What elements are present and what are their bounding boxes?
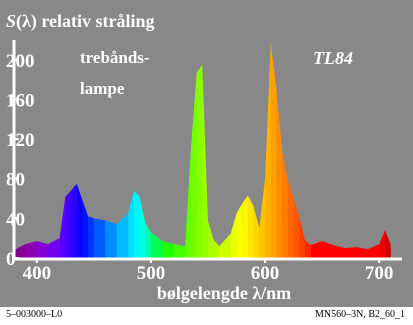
footer-code-right: MN560–3N, B2_60_1 [314, 309, 405, 320]
spectrum-band-segment [116, 213, 129, 258]
x-tick-label: 400 [23, 263, 52, 284]
spectrum-bands [14, 41, 391, 259]
y-tick-label: 80 [6, 170, 25, 191]
spectrum-band-segment [59, 196, 66, 258]
spectrum-band-segment [162, 241, 175, 258]
spectrum-band-segment [173, 244, 186, 258]
spectrum-band-segment [219, 233, 232, 258]
y-tick-label: 40 [6, 209, 25, 230]
spectrum-band-segment [133, 190, 140, 258]
spectrum-band-segment [282, 150, 289, 258]
spectrum-band-segment [213, 240, 220, 258]
spectrum-band-segment [88, 216, 95, 258]
spectrum-band-segment [14, 244, 26, 258]
spectrum-band-segment [36, 241, 49, 258]
spectrum-band-segment [333, 245, 346, 258]
y-tick-label: 120 [6, 130, 35, 151]
axes [12, 40, 402, 263]
spectrum-band-segment [384, 230, 391, 258]
spectrum-band-segment [293, 198, 300, 258]
spectrum-band-segment [190, 72, 197, 258]
spectrum-band-segment [82, 200, 89, 258]
spectrum-band-segment [236, 203, 243, 258]
y-tick-label: 0 [6, 249, 16, 270]
x-tick-label: 600 [251, 263, 280, 284]
spectrum-band-segment [230, 213, 237, 258]
spectrum-band-segment [185, 149, 192, 258]
x-tick-label: 700 [365, 263, 394, 284]
spectrum-band-segment [270, 41, 277, 259]
lamp-label-line1: trebånds- [80, 48, 150, 67]
spectrum-band-segment [150, 232, 163, 258]
x-axis-label: bølgelengde λ/nm [157, 283, 291, 303]
spectrum-band-segment [196, 64, 203, 258]
chart-background [0, 0, 413, 307]
spectrum-band-segment [71, 183, 78, 258]
footer-code-left: 5–003000–L0 [6, 309, 63, 320]
y-tick-label: 200 [6, 51, 35, 72]
spectrum-band-segment [276, 89, 283, 258]
spectrum-band-segment [344, 247, 357, 258]
x-tick-label: 500 [137, 263, 166, 284]
spectrum-band-segment [128, 190, 135, 258]
chart-title: S(λ) relativ stråling [6, 11, 155, 32]
spectrum-band-segment [310, 241, 323, 258]
spectrum-band-segment [105, 220, 118, 258]
spectrum-band-segment [299, 216, 306, 258]
spectrum-band-segment [25, 241, 38, 258]
spectrum-band-segment [247, 195, 255, 258]
spectrum-band-segment [367, 244, 380, 258]
spectrum-band-segment [259, 178, 266, 258]
lamp-label-line2: lampe [80, 79, 125, 98]
spectrum-band-segment [265, 41, 272, 259]
spectrum-band-segment [65, 190, 72, 258]
spectrum-band-segment [379, 230, 386, 258]
spectrum-band-segment [202, 64, 209, 258]
spectrum-band-segment [242, 195, 249, 258]
spectrum-band-segment [322, 241, 334, 258]
spectrum-band-segment [287, 180, 294, 258]
spectrum-band-segment [93, 218, 106, 258]
spectrum-band-segment [76, 183, 83, 258]
spectrum-band-segment [253, 206, 260, 258]
spectrum-band-segment [305, 240, 312, 258]
spectrum-band-segment [139, 196, 146, 258]
spectrum-band-segment [208, 221, 215, 258]
lamp-name: TL84 [313, 48, 353, 68]
spectrum-band-segment [145, 222, 152, 258]
spectrum-band-segment [356, 247, 369, 258]
tick-labels: 400 500 600 700 0 40 80 120 160 200 [6, 51, 393, 284]
y-tick-label: 160 [6, 90, 35, 111]
spectrum-band-segment [48, 238, 61, 258]
